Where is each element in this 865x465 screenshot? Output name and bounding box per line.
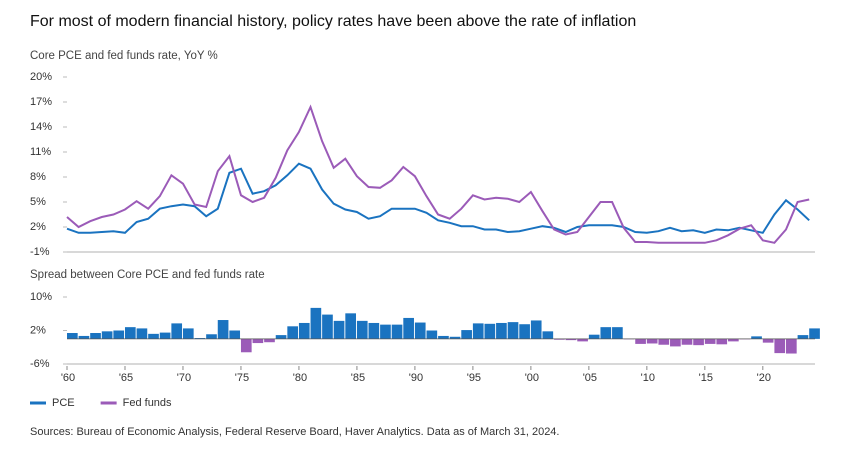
y-tick-label: 20% bbox=[30, 71, 52, 83]
bar bbox=[438, 335, 449, 339]
bar bbox=[368, 322, 380, 339]
bar bbox=[716, 338, 728, 345]
y-tick-label: 5% bbox=[30, 196, 46, 208]
chart-subtitle: Core PCE and fed funds rate, YoY % bbox=[30, 50, 218, 62]
bar bbox=[229, 330, 241, 339]
bar bbox=[182, 328, 194, 339]
bar bbox=[681, 338, 693, 345]
y-tick-label: 14% bbox=[30, 121, 52, 133]
bar bbox=[171, 323, 183, 339]
x-tick-label: '05 bbox=[583, 372, 597, 384]
bar bbox=[809, 328, 820, 339]
bar bbox=[774, 338, 786, 354]
y-tick-label: 8% bbox=[30, 171, 46, 183]
bar bbox=[786, 338, 797, 354]
bar bbox=[264, 338, 275, 343]
legend-label: PCE bbox=[52, 397, 75, 409]
chart-subtitle: Spread between Core PCE and fed funds ra… bbox=[30, 269, 265, 281]
x-tick-label: '95 bbox=[467, 372, 481, 384]
bar bbox=[101, 331, 113, 339]
bar bbox=[414, 322, 426, 339]
bar bbox=[728, 338, 739, 342]
bar bbox=[356, 320, 368, 339]
y-tick-label: 11% bbox=[30, 146, 51, 158]
bar bbox=[704, 338, 716, 344]
bar bbox=[554, 338, 565, 340]
data-line bbox=[66, 162, 810, 234]
bar bbox=[252, 338, 264, 344]
bar bbox=[310, 307, 322, 339]
bar bbox=[530, 320, 542, 339]
bar bbox=[148, 333, 159, 339]
bar bbox=[78, 335, 90, 339]
x-tick-label: '70 bbox=[177, 372, 191, 384]
bar bbox=[391, 324, 403, 339]
bar bbox=[333, 320, 345, 339]
bar bbox=[287, 326, 299, 339]
bar bbox=[496, 322, 507, 339]
source-note: Sources: Bureau of Economic Analysis, Fe… bbox=[30, 426, 559, 438]
bar bbox=[206, 334, 217, 339]
x-tick-label: '15 bbox=[699, 372, 713, 384]
x-tick-label: '90 bbox=[409, 372, 423, 384]
y-tick-label: 10% bbox=[30, 291, 52, 303]
x-tick-label: '65 bbox=[119, 372, 133, 384]
bar bbox=[217, 320, 229, 339]
y-tick-label: 2% bbox=[30, 324, 46, 336]
bar bbox=[136, 328, 148, 339]
bar bbox=[762, 338, 774, 343]
bar bbox=[426, 330, 438, 339]
bar bbox=[670, 338, 681, 347]
x-tick-label: '85 bbox=[351, 372, 365, 384]
bar bbox=[90, 333, 101, 339]
bar bbox=[600, 327, 612, 339]
bar bbox=[345, 313, 356, 339]
bar bbox=[403, 317, 414, 339]
bar bbox=[275, 335, 287, 339]
bar bbox=[159, 332, 171, 339]
x-tick-label: '00 bbox=[525, 372, 539, 384]
bar bbox=[449, 336, 461, 339]
x-tick-label: '10 bbox=[641, 372, 655, 384]
bar bbox=[124, 327, 136, 339]
bar bbox=[113, 330, 125, 339]
bar bbox=[635, 338, 646, 344]
y-tick-label: -6% bbox=[30, 358, 50, 370]
bar bbox=[797, 335, 809, 339]
bar bbox=[565, 338, 577, 341]
bar bbox=[658, 338, 670, 345]
y-tick-label: 17% bbox=[30, 96, 52, 108]
y-tick-label: -1% bbox=[30, 246, 50, 258]
bar bbox=[507, 322, 519, 339]
y-tick-label: 2% bbox=[30, 221, 46, 233]
bar bbox=[693, 338, 704, 346]
bar bbox=[646, 338, 658, 344]
x-tick-label: '80 bbox=[293, 372, 307, 384]
bar bbox=[519, 324, 530, 339]
x-tick-label: '75 bbox=[235, 372, 249, 384]
bar bbox=[240, 338, 252, 353]
bar bbox=[322, 314, 333, 339]
bar bbox=[542, 331, 554, 339]
legend-label: Fed funds bbox=[123, 397, 172, 409]
bar bbox=[484, 323, 496, 339]
data-line bbox=[66, 104, 810, 244]
bar bbox=[472, 323, 484, 339]
bar bbox=[588, 334, 600, 339]
bar bbox=[67, 333, 78, 339]
page-title: For most of modern financial history, po… bbox=[30, 13, 636, 30]
bar bbox=[751, 336, 762, 339]
x-tick-label: '60 bbox=[61, 372, 75, 384]
bar bbox=[577, 338, 588, 342]
x-tick-label: '20 bbox=[757, 372, 771, 384]
bar bbox=[194, 338, 206, 339]
bar bbox=[298, 322, 310, 339]
bar bbox=[380, 324, 391, 339]
bar bbox=[612, 327, 623, 339]
bar bbox=[461, 330, 472, 339]
